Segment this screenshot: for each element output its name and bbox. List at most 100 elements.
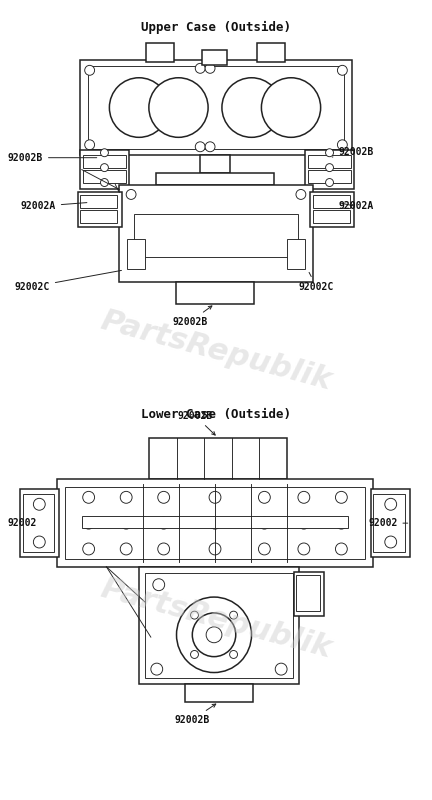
Text: 92002: 92002 (368, 518, 408, 528)
Circle shape (296, 190, 306, 199)
Circle shape (192, 613, 236, 657)
Circle shape (158, 517, 170, 529)
Bar (287, 239, 305, 269)
Bar (83, 154, 126, 168)
Bar (22, 494, 54, 552)
Circle shape (33, 536, 45, 548)
Circle shape (258, 517, 270, 529)
Circle shape (209, 491, 221, 503)
Bar (175, 282, 254, 304)
Text: 92002C: 92002C (15, 270, 121, 292)
Circle shape (83, 517, 95, 529)
Text: 92002C: 92002C (299, 272, 334, 292)
Circle shape (205, 63, 215, 74)
Text: 92002B: 92002B (173, 306, 212, 326)
Circle shape (191, 611, 198, 619)
Circle shape (158, 543, 170, 555)
Bar (80, 150, 129, 190)
Bar (146, 42, 174, 62)
Circle shape (230, 611, 238, 619)
Bar (57, 479, 373, 567)
Bar (19, 490, 59, 557)
Circle shape (209, 543, 221, 555)
Text: 92002: 92002 (8, 518, 37, 528)
Bar (200, 154, 230, 173)
Circle shape (83, 543, 95, 555)
Bar (185, 684, 253, 702)
Bar (139, 567, 299, 684)
Circle shape (153, 578, 165, 590)
Circle shape (335, 543, 347, 555)
Bar (82, 516, 348, 528)
Bar (313, 195, 350, 208)
Circle shape (326, 178, 334, 186)
Bar (294, 572, 324, 617)
Circle shape (85, 140, 95, 150)
Bar (83, 170, 126, 182)
Bar (134, 214, 298, 257)
Circle shape (151, 663, 163, 675)
Circle shape (258, 491, 270, 503)
Circle shape (158, 491, 170, 503)
Bar (78, 193, 122, 227)
Circle shape (85, 66, 95, 75)
Bar (88, 66, 344, 149)
Circle shape (191, 650, 198, 658)
Circle shape (33, 498, 45, 510)
Bar (156, 173, 274, 185)
Circle shape (385, 536, 397, 548)
Bar (127, 239, 145, 269)
Circle shape (195, 142, 205, 152)
Text: PartsRepublik: PartsRepublik (97, 574, 335, 663)
Bar (296, 574, 320, 610)
Bar (202, 50, 227, 66)
Circle shape (149, 78, 208, 138)
Bar (308, 170, 351, 182)
Circle shape (101, 178, 108, 186)
Circle shape (298, 517, 310, 529)
Text: 92002B: 92002B (332, 146, 374, 157)
Bar (308, 154, 351, 168)
Circle shape (261, 78, 321, 138)
Circle shape (337, 140, 347, 150)
Circle shape (206, 627, 222, 642)
Circle shape (337, 66, 347, 75)
Circle shape (126, 190, 136, 199)
Circle shape (120, 517, 132, 529)
Text: 92002A: 92002A (21, 202, 87, 211)
Bar (310, 193, 354, 227)
Text: 92002B: 92002B (178, 411, 215, 435)
Circle shape (230, 650, 238, 658)
Circle shape (101, 149, 108, 157)
Bar (313, 210, 350, 223)
Text: Lower Case (Outside): Lower Case (Outside) (141, 408, 291, 421)
Circle shape (101, 164, 108, 171)
Text: PartsRepublik: PartsRepublik (97, 306, 335, 395)
Circle shape (385, 498, 397, 510)
Circle shape (177, 597, 251, 673)
Circle shape (206, 219, 226, 239)
Bar (80, 210, 117, 223)
Circle shape (120, 543, 132, 555)
Bar (65, 487, 365, 559)
Circle shape (298, 491, 310, 503)
Text: 92002B: 92002B (175, 704, 216, 725)
Bar (371, 490, 410, 557)
Bar (80, 195, 117, 208)
Circle shape (83, 491, 95, 503)
Circle shape (205, 142, 215, 152)
Circle shape (298, 543, 310, 555)
Text: 92002B: 92002B (8, 153, 97, 162)
Bar (149, 438, 287, 479)
Bar (257, 42, 285, 62)
Circle shape (335, 517, 347, 529)
Circle shape (275, 663, 287, 675)
Bar (145, 573, 293, 678)
Bar (373, 494, 404, 552)
Circle shape (258, 543, 270, 555)
Bar (119, 185, 313, 282)
Circle shape (326, 149, 334, 157)
Circle shape (222, 78, 281, 138)
Text: 92002A: 92002A (338, 202, 374, 211)
Circle shape (195, 63, 205, 74)
